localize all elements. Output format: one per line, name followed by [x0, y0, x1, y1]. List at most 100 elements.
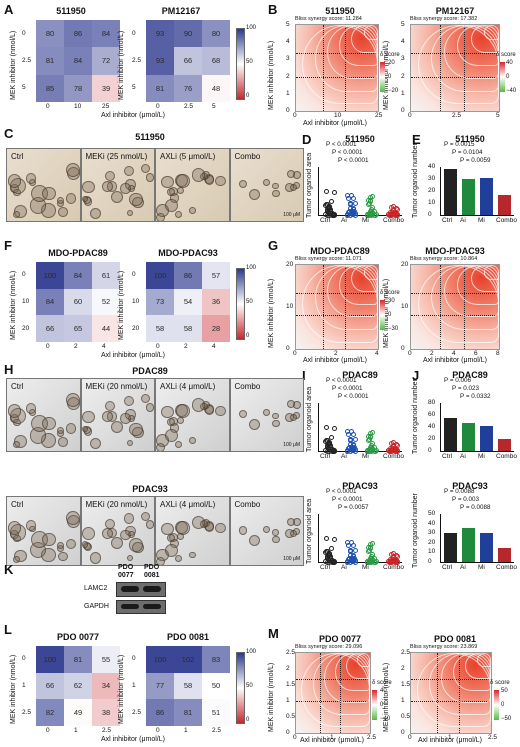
- axis-label-x-A: Axl inhibitor (μmol/L): [101, 112, 165, 119]
- legend-M2: δ score 50 0 −50: [490, 680, 512, 722]
- organoid: [89, 207, 102, 220]
- organoid: [272, 529, 279, 536]
- colorbar-L: 100 50 0: [236, 649, 258, 724]
- scatter-D: Ctrl Ai Mi Combo P < 0.0001 P < 0.0001 P < 0.0…: [318, 141, 404, 227]
- axis-label-y-A2: MEK inhibitor (nmol/L): [118, 30, 125, 100]
- y-tick-label: 0: [22, 271, 26, 279]
- data-point: [369, 193, 375, 199]
- y-tick-label: 40: [428, 423, 436, 430]
- organoid: [81, 425, 89, 433]
- organoid: [129, 422, 143, 437]
- panel-label-D: D: [302, 132, 312, 147]
- organoid: [101, 527, 113, 539]
- organoid: [188, 207, 196, 214]
- organoid: [89, 437, 102, 450]
- y-tick-label: 10: [428, 548, 436, 556]
- x-tick-label: Ctrl: [320, 453, 331, 460]
- axis-label-y-I1: Tumor organoid area: [306, 386, 313, 452]
- y-tick-label: 80: [428, 399, 436, 406]
- data-point: [326, 551, 332, 557]
- bar: [462, 423, 475, 451]
- bliss-score-M2: Bliss synergy score: 23.869: [410, 644, 478, 650]
- heatmap-cell: 60: [64, 288, 92, 316]
- heatmap-cell: 84: [92, 20, 120, 48]
- contour-line: [302, 265, 378, 343]
- data-point: [352, 547, 358, 553]
- heatmap-cell: 81: [64, 646, 92, 673]
- heatmap-cell: 73: [146, 288, 174, 316]
- panel-label-K: K: [4, 562, 14, 577]
- axis-label-x-G1: Axl inhibitor (μmol/L): [303, 357, 367, 364]
- organoid: [13, 555, 21, 563]
- colorbar-A: 100 50 0: [236, 25, 258, 100]
- data-point: [372, 212, 378, 218]
- p-value-label: P < 0.0001: [326, 141, 357, 148]
- organoid: [126, 440, 133, 447]
- axis-label-y-M: MEK inhibitor (nmol/L): [268, 662, 275, 732]
- organoid: [82, 410, 95, 424]
- heatmap-cell: 100: [146, 646, 174, 673]
- data-point: [394, 448, 400, 454]
- axis-label-y-F: MEK inhibitor (nmol/L): [10, 270, 17, 340]
- x-tick-label: 4: [212, 343, 216, 350]
- heatmap-cell: 39: [92, 74, 120, 102]
- p-value-label: P < 0.0001: [326, 488, 357, 495]
- x-tick-label: Combo: [383, 217, 404, 224]
- x-tick-label: 2.5: [184, 103, 194, 110]
- x-tick-label: 0: [408, 350, 412, 357]
- heatmap-cell: 85: [36, 74, 64, 102]
- panel-label-L: L: [4, 622, 12, 637]
- micrograph-label: AXLi (4 μmol/L): [160, 382, 216, 391]
- organoid: [42, 532, 56, 547]
- heatmap-cell: 84: [36, 288, 64, 316]
- micrograph-label: MEKi (20 nmol/L): [85, 500, 148, 509]
- x-tick-label: 1: [330, 734, 334, 741]
- heatmap-F1: 100 84 61 84 60 52 66 65 44 0 10 20 0 2 4: [22, 262, 120, 350]
- data-point: [331, 447, 337, 453]
- x-tick-label: Combo: [383, 564, 404, 571]
- data-point: [394, 559, 400, 565]
- data-point: [352, 200, 358, 206]
- p-value-label: P < 0.0001: [326, 377, 357, 384]
- organoid: [176, 174, 191, 189]
- heatmap-cell: 51: [202, 699, 230, 726]
- blot-band-LAMC2: [116, 582, 166, 597]
- axis-label-y-E: Tumor organoid number: [412, 143, 419, 218]
- organoid: [174, 210, 182, 218]
- y-tick-label: 2.5: [401, 649, 411, 656]
- data-point: [351, 196, 356, 202]
- x-tick-label: Combo: [496, 453, 517, 460]
- organoid: [57, 207, 68, 217]
- bar-chart-J2: 50 40 30 20 10 0 Ctrl Ai Mi Combo P = 0.0088 P = 0.…: [428, 488, 517, 574]
- micrograph-3: Combo 100 μM: [229, 496, 304, 566]
- y-tick-label: 0: [428, 211, 432, 218]
- organoid: [81, 541, 89, 548]
- organoid: [272, 535, 280, 544]
- axis-label-x-F: Axl inhibitor (μmol/L): [101, 352, 165, 359]
- x-tick-label: Ai: [341, 217, 347, 224]
- synergy-title-B1: 511950: [325, 6, 355, 16]
- organoid: [215, 522, 226, 534]
- organoid: [65, 511, 80, 526]
- x-tick-label: 0: [408, 734, 412, 741]
- contour-line: [417, 265, 499, 343]
- organoid: [289, 413, 297, 421]
- micrograph-3: Combo 100 μM: [229, 378, 304, 452]
- y-tick-label: 20: [428, 435, 436, 442]
- x-axis: [318, 562, 402, 563]
- x-tick-label: 0: [156, 727, 160, 734]
- y-tick-label: 5: [401, 21, 405, 28]
- data-point: [332, 537, 338, 542]
- p-value-label: P = 0.0059: [460, 157, 491, 164]
- organoid: [104, 171, 115, 182]
- heatmap-cell: 65: [64, 315, 92, 342]
- micrograph-label: Combo: [234, 382, 261, 391]
- axis-label-x-B1: Axl inhibitor (μmol/L): [303, 120, 367, 127]
- organoid: [82, 180, 95, 194]
- x-tick-label: 10: [74, 103, 82, 110]
- organoid: [191, 515, 206, 530]
- data-point: [372, 559, 378, 565]
- organoid: [57, 437, 68, 447]
- data-point: [329, 434, 335, 440]
- p-value-label: P < 0.0001: [338, 393, 369, 400]
